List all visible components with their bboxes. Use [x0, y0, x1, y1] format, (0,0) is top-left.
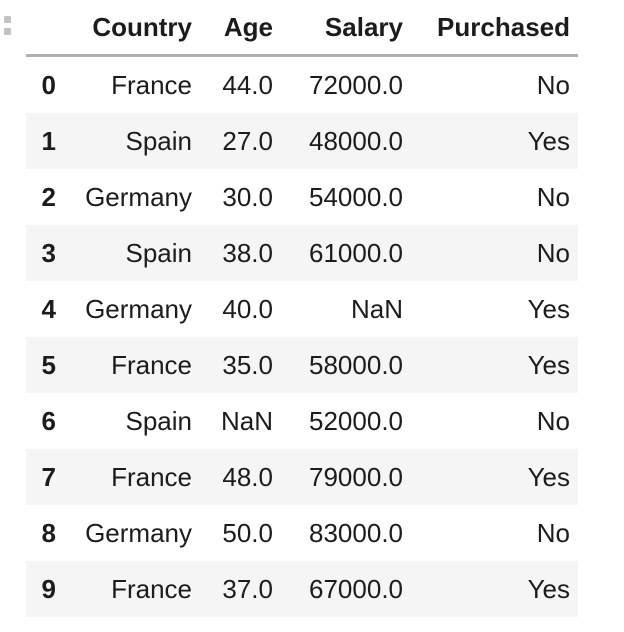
- cell-purchased: No: [536, 518, 570, 548]
- row-index: 3: [41, 238, 56, 268]
- cell-salary: 54000.0: [309, 182, 403, 212]
- cell-age: NaN: [220, 406, 273, 436]
- column-header-age: Age: [200, 0, 281, 57]
- header-row: Country Age Salary Purchased: [26, 0, 578, 57]
- cell-purchased: No: [536, 70, 570, 100]
- cell-age: 38.0: [222, 238, 273, 268]
- cell-salary: 58000.0: [309, 350, 403, 380]
- cell-age: 44.0: [222, 70, 273, 100]
- column-header-salary: Salary: [281, 0, 411, 57]
- cell-salary: 52000.0: [309, 406, 403, 436]
- row-index: 5: [41, 350, 56, 380]
- drag-handle-dot: [4, 28, 11, 35]
- row-index: 9: [41, 574, 56, 604]
- cell-age: 37.0: [222, 574, 273, 604]
- cell-age: 50.0: [222, 518, 273, 548]
- row-index: 8: [41, 518, 56, 548]
- row-index: 0: [41, 70, 56, 100]
- row-index: 2: [41, 182, 56, 212]
- cell-country: France: [111, 574, 192, 604]
- cell-age: 35.0: [222, 350, 273, 380]
- table-row: 9 France 37.0 67000.0 Yes: [26, 561, 578, 617]
- table-row: 2 Germany 30.0 54000.0 No: [26, 169, 578, 225]
- cell-country: Germany: [85, 518, 192, 548]
- column-header-country: Country: [64, 0, 200, 57]
- dataframe-table: Country Age Salary Purchased 0 France 44…: [26, 0, 578, 617]
- cell-salary: 79000.0: [309, 462, 403, 492]
- drag-handle-icon[interactable]: [4, 16, 11, 40]
- table-row: 4 Germany 40.0 NaN Yes: [26, 281, 578, 337]
- index-column-header: [26, 0, 64, 57]
- cell-country: Germany: [85, 182, 192, 212]
- cell-purchased: No: [536, 406, 570, 436]
- table-row: 3 Spain 38.0 61000.0 No: [26, 225, 578, 281]
- cell-salary: 72000.0: [309, 70, 403, 100]
- row-index: 7: [41, 462, 56, 492]
- cell-age: 48.0: [222, 462, 273, 492]
- row-index: 4: [41, 294, 56, 324]
- cell-country: Spain: [125, 406, 193, 436]
- table-row: 5 France 35.0 58000.0 Yes: [26, 337, 578, 393]
- cell-age: 27.0: [222, 126, 273, 156]
- cell-purchased: No: [536, 238, 570, 268]
- cell-salary: 61000.0: [309, 238, 403, 268]
- row-index: 6: [41, 406, 56, 436]
- cell-purchased: Yes: [527, 350, 570, 380]
- table-row: 0 France 44.0 72000.0 No: [26, 56, 578, 114]
- cell-purchased: Yes: [527, 462, 570, 492]
- cell-salary: 48000.0: [309, 126, 403, 156]
- table-row: 8 Germany 50.0 83000.0 No: [26, 505, 578, 561]
- cell-salary: NaN: [350, 294, 403, 324]
- cell-age: 40.0: [222, 294, 273, 324]
- cell-salary: 67000.0: [309, 574, 403, 604]
- cell-purchased: Yes: [527, 574, 570, 604]
- cell-purchased: Yes: [527, 126, 570, 156]
- row-index: 1: [41, 126, 56, 156]
- dataframe-header: Country Age Salary Purchased: [26, 0, 578, 57]
- cell-country: France: [111, 350, 192, 380]
- column-header-purchased: Purchased: [411, 0, 578, 57]
- table-row: 6 Spain NaN 52000.0 No: [26, 393, 578, 449]
- cell-country: Germany: [85, 294, 192, 324]
- cell-purchased: Yes: [527, 294, 570, 324]
- cell-salary: 83000.0: [309, 518, 403, 548]
- cell-country: France: [111, 462, 192, 492]
- cell-country: Spain: [125, 238, 193, 268]
- dataframe-body: 0 France 44.0 72000.0 No 1 Spain 27.0 48…: [26, 56, 578, 617]
- cell-age: 30.0: [222, 182, 273, 212]
- drag-handle-dot: [4, 16, 11, 23]
- cell-purchased: No: [536, 182, 570, 212]
- cell-country: France: [111, 70, 192, 100]
- table-row: 7 France 48.0 79000.0 Yes: [26, 449, 578, 505]
- table-row: 1 Spain 27.0 48000.0 Yes: [26, 113, 578, 169]
- cell-country: Spain: [125, 126, 193, 156]
